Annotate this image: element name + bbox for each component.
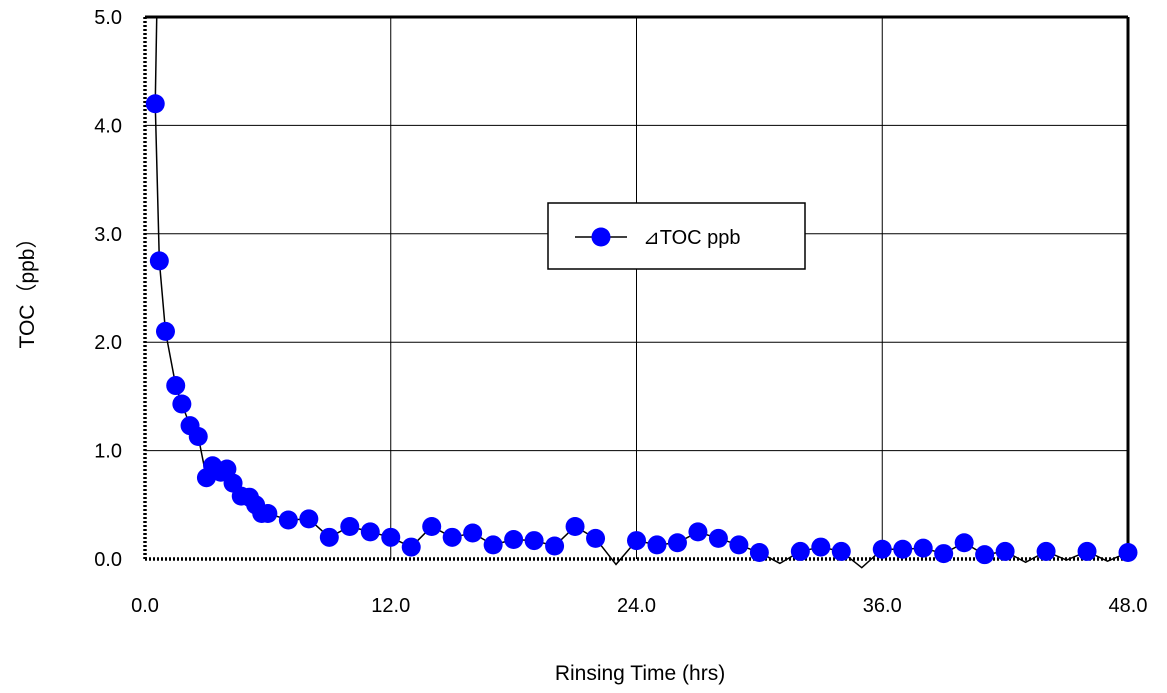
data-point [545, 536, 565, 556]
data-point [586, 528, 606, 548]
data-point [995, 541, 1015, 561]
data-point [893, 539, 913, 559]
data-point [749, 542, 769, 562]
y-tick-label: 3.0 [94, 224, 122, 246]
legend-box [547, 202, 806, 270]
plot-area-frame [143, 15, 1130, 561]
data-point [688, 522, 708, 542]
data-point [188, 427, 208, 447]
x-tick-label: 36.0 [863, 595, 902, 617]
data-point [381, 527, 401, 547]
x-tick-label: 24.0 [617, 595, 656, 617]
x-axis-tick-labels: 0.0 12.0 24.0 36.0 48.0 [131, 595, 1147, 617]
data-point [442, 527, 462, 547]
data-point [149, 251, 169, 271]
series-line-entry [154, 16, 158, 104]
y-axis-title: TOC（ppb） [16, 228, 39, 349]
data-point [647, 535, 667, 555]
data-point [463, 523, 483, 543]
data-point [278, 510, 298, 530]
data-point [811, 537, 831, 557]
data-point [667, 533, 687, 553]
data-point [729, 535, 749, 555]
data-point [1118, 542, 1138, 562]
data-point [565, 516, 585, 536]
series-toc [145, 16, 1138, 569]
y-tick-label: 0.0 [94, 549, 122, 571]
data-point [627, 531, 646, 551]
data-point [872, 539, 892, 559]
data-point [401, 537, 421, 557]
data-point [934, 544, 954, 564]
grid-lines [145, 17, 1128, 559]
data-point [1077, 541, 1097, 561]
y-axis-tick-labels: 0.0 1.0 2.0 3.0 4.0 5.0 [94, 7, 122, 571]
data-point [340, 516, 360, 536]
legend: ⊿TOC ppb [547, 202, 806, 270]
y-tick-label: 2.0 [94, 332, 122, 354]
data-point [524, 531, 544, 551]
data-point [504, 529, 524, 549]
data-point [299, 509, 319, 529]
x-axis-title: Rinsing Time (hrs) [555, 662, 725, 685]
data-point [954, 533, 974, 553]
data-point [360, 522, 380, 542]
legend-marker [591, 227, 611, 247]
data-point [708, 528, 728, 548]
data-point [145, 94, 165, 114]
data-point [1036, 541, 1056, 561]
y-tick-label: 5.0 [94, 7, 122, 29]
data-point [155, 321, 175, 341]
data-point [483, 535, 503, 555]
data-point [975, 545, 995, 565]
data-point [172, 394, 192, 414]
data-point [422, 516, 442, 536]
x-tick-label: 12.0 [371, 595, 410, 617]
data-point [166, 376, 186, 396]
data-point [258, 503, 278, 523]
legend-label: ⊿TOC ppb [643, 227, 741, 249]
x-tick-label: 48.0 [1109, 595, 1148, 617]
y-tick-label: 1.0 [94, 441, 122, 463]
y-tick-label: 4.0 [94, 115, 122, 137]
data-point [913, 538, 933, 558]
data-point [319, 527, 339, 547]
x-tick-label: 0.0 [131, 595, 159, 617]
data-point [831, 541, 851, 561]
series-line [154, 103, 1129, 569]
data-point [790, 541, 810, 561]
